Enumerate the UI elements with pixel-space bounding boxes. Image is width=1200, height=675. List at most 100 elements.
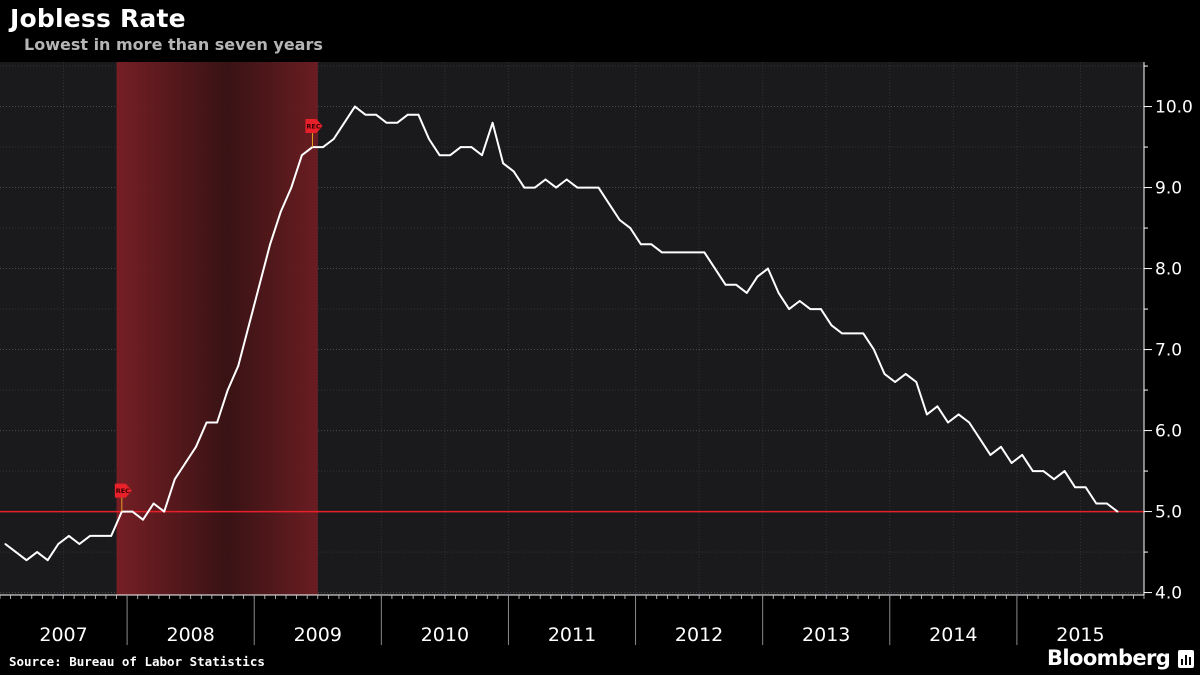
- data-point: [618, 219, 621, 221]
- data-point: [269, 243, 272, 246]
- data-point: [195, 445, 197, 448]
- data-point: [989, 453, 992, 456]
- data-point: [650, 243, 653, 246]
- data-point: [322, 146, 324, 148]
- data-point: [78, 543, 81, 545]
- data-point: [597, 186, 600, 189]
- data-point: [205, 421, 208, 424]
- data-point: [142, 518, 144, 521]
- data-point: [46, 559, 49, 562]
- data-point: [110, 534, 113, 537]
- data-point: [248, 324, 250, 327]
- rec-marker-label: REC: [306, 123, 320, 131]
- data-point: [883, 372, 886, 375]
- x-axis: 2007 2008 2009 2010 2011 2012 2013 2014 2015: [0, 594, 1145, 646]
- data-point: [576, 186, 579, 189]
- data-point: [491, 121, 494, 124]
- data-point: [152, 502, 155, 505]
- data-point: [1053, 478, 1055, 481]
- y-tick-label: 8.0: [1155, 260, 1182, 280]
- data-point: [502, 162, 505, 165]
- data-point: [968, 421, 971, 424]
- data-point: [586, 186, 589, 189]
- x-tick-label: 2015: [1056, 624, 1104, 646]
- rec-marker-flag: [114, 483, 132, 498]
- data-point: [36, 551, 38, 553]
- y-axis: 4.0 5.0 6.0 7.0 8.0 9.0 10.0: [1143, 62, 1193, 604]
- data-point: [1116, 510, 1119, 513]
- data-point: [894, 381, 896, 383]
- data-point: [290, 186, 293, 189]
- x-tick-label: 2014: [929, 624, 977, 646]
- data-point: [555, 186, 558, 189]
- y-tick-label: 5.0: [1155, 503, 1182, 523]
- data-point: [343, 121, 346, 124]
- brand-logo: Bloomberg: [1047, 646, 1171, 670]
- data-point: [226, 389, 229, 391]
- data-point: [353, 105, 356, 108]
- data-point: [777, 291, 780, 294]
- data-point: [534, 186, 536, 189]
- data-point: [4, 543, 7, 545]
- data-point: [300, 154, 303, 157]
- data-point: [671, 251, 674, 254]
- data-point: [428, 138, 430, 140]
- data-point: [925, 413, 928, 416]
- rec-marker-label: REC: [116, 487, 130, 495]
- data-point: [258, 283, 261, 286]
- data-point: [682, 251, 685, 254]
- data-point: [957, 413, 960, 416]
- data-point: [470, 146, 473, 148]
- data-point: [1063, 470, 1066, 472]
- data-point: [1010, 462, 1013, 464]
- x-tick-label: 2012: [675, 624, 723, 646]
- data-point: [978, 437, 981, 440]
- data-point: [904, 372, 907, 375]
- data-point: [703, 251, 706, 254]
- x-tick-label: 2007: [39, 624, 87, 646]
- data-point: [1021, 453, 1024, 456]
- data-point: [841, 332, 844, 335]
- data-point: [1074, 486, 1077, 489]
- data-point: [57, 543, 60, 545]
- data-point: [1095, 502, 1098, 505]
- data-point: [385, 121, 388, 124]
- data-point: [608, 202, 610, 205]
- chart-title: Jobless Rate: [10, 4, 186, 33]
- data-point: [915, 381, 918, 383]
- data-point: [798, 300, 801, 302]
- data-point: [809, 308, 812, 310]
- rec-marker-icon: REC: [114, 483, 132, 512]
- data-point: [396, 121, 399, 124]
- y-tick-label: 6.0: [1155, 422, 1182, 442]
- x-tick-label: 2013: [802, 624, 850, 646]
- data-point: [767, 267, 769, 270]
- y-tick-label: 9.0: [1155, 179, 1182, 199]
- data-point: [523, 186, 526, 189]
- data-point: [714, 267, 716, 270]
- data-point: [364, 113, 367, 116]
- recession-markers: REC REC: [114, 119, 323, 512]
- data-point: [163, 510, 166, 513]
- data-point: [417, 113, 420, 116]
- data-point: [459, 146, 462, 148]
- data-point: [830, 324, 833, 327]
- bloomberg-chart-icon: [1178, 650, 1194, 668]
- data-point: [375, 113, 377, 116]
- x-tick-label: 2010: [421, 624, 469, 646]
- data-point: [406, 113, 409, 116]
- unemployment-rate-line: [4, 105, 1119, 562]
- y-tick-label: 4.0: [1155, 584, 1182, 604]
- rec-marker-flag: [305, 119, 323, 134]
- data-point: [1042, 470, 1045, 472]
- data-point: [661, 251, 663, 254]
- data-point: [544, 178, 547, 181]
- data-point: [512, 170, 515, 173]
- data-point: [332, 138, 335, 140]
- data-point: [99, 534, 102, 537]
- y-tick-label: 10.0: [1155, 98, 1193, 118]
- data-point: [565, 178, 568, 181]
- data-point: [184, 462, 187, 464]
- data-point: [936, 405, 939, 408]
